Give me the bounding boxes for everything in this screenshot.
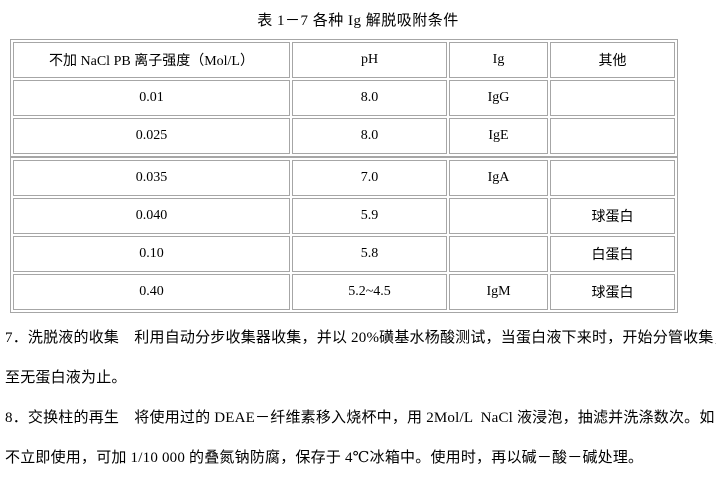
cell-ph: 7.0 <box>292 160 447 196</box>
cell-ig: IgA <box>449 160 548 196</box>
table-row: 0.01 8.0 IgG <box>13 80 675 116</box>
cell-other: 球蛋白 <box>550 198 675 234</box>
cell-other <box>550 160 675 196</box>
ig-desorption-table-top: 不加 NaCl PB 离子强度（Mol/L） pH Ig 其他 0.01 8.0… <box>10 39 678 157</box>
notes-section: 7．洗脱液的收集 利用自动分步收集器收集，并以 20%磺基水杨酸测试，当蛋白液下… <box>5 318 716 478</box>
cell-ig <box>449 236 548 272</box>
header-cell-ionic-strength: 不加 NaCl PB 离子强度（Mol/L） <box>13 42 290 78</box>
cell-other: 白蛋白 <box>550 236 675 272</box>
cell-ig: IgE <box>449 118 548 154</box>
cell-ionic-strength: 0.40 <box>13 274 290 310</box>
cell-ph: 5.9 <box>292 198 447 234</box>
table-caption: 表 1－7 各种 Ig 解脱吸附条件 <box>257 13 459 29</box>
cell-ig: IgM <box>449 274 548 310</box>
note-paragraph-8: 8．交换柱的再生 将使用过的 DEAE－纤维素移入烧杯中，用 2Mol/L Na… <box>5 398 715 478</box>
cell-ig <box>449 198 548 234</box>
table-header-row: 不加 NaCl PB 离子强度（Mol/L） pH Ig 其他 <box>13 42 675 78</box>
header-cell-other: 其他 <box>550 42 675 78</box>
cell-ionic-strength: 0.025 <box>13 118 290 154</box>
note-line: 不立即使用，可加 1/10 000 的叠氮钠防腐，保存于 4℃冰箱中。使用时，再… <box>5 450 644 466</box>
table-row: 0.035 7.0 IgA <box>13 160 675 196</box>
note-line: 7．洗脱液的收集 利用自动分步收集器收集，并以 20%磺基水杨酸测试，当蛋白液下… <box>5 330 716 346</box>
cell-other: 球蛋白 <box>550 274 675 310</box>
note-line: 至无蛋白液为止。 <box>5 370 127 386</box>
table-row: 0.040 5.9 球蛋白 <box>13 198 675 234</box>
cell-ph: 5.2~4.5 <box>292 274 447 310</box>
cell-ph: 5.8 <box>292 236 447 272</box>
table-row: 0.40 5.2~4.5 IgM 球蛋白 <box>13 274 675 310</box>
document-page: { "document": { "caption": "表 1－7 各种 Ig … <box>0 9 716 487</box>
note-line: 8．交换柱的再生 将使用过的 DEAE－纤维素移入烧杯中，用 2Mol/L Na… <box>5 410 715 426</box>
cell-other <box>550 80 675 116</box>
table-row: 0.10 5.8 白蛋白 <box>13 236 675 272</box>
ig-desorption-table-bottom: 0.035 7.0 IgA 0.040 5.9 球蛋白 0.10 5.8 白蛋白… <box>10 157 678 313</box>
cell-ig: IgG <box>449 80 548 116</box>
note-paragraph-7: 7．洗脱液的收集 利用自动分步收集器收集，并以 20%磺基水杨酸测试，当蛋白液下… <box>5 318 716 398</box>
cell-ph: 8.0 <box>292 118 447 154</box>
cell-other <box>550 118 675 154</box>
table-row: 0.025 8.0 IgE <box>13 118 675 154</box>
cell-ionic-strength: 0.01 <box>13 80 290 116</box>
cell-ionic-strength: 0.040 <box>13 198 290 234</box>
cell-ionic-strength: 0.035 <box>13 160 290 196</box>
header-cell-ig: Ig <box>449 42 548 78</box>
cell-ionic-strength: 0.10 <box>13 236 290 272</box>
header-cell-ph: pH <box>292 42 447 78</box>
cell-ph: 8.0 <box>292 80 447 116</box>
